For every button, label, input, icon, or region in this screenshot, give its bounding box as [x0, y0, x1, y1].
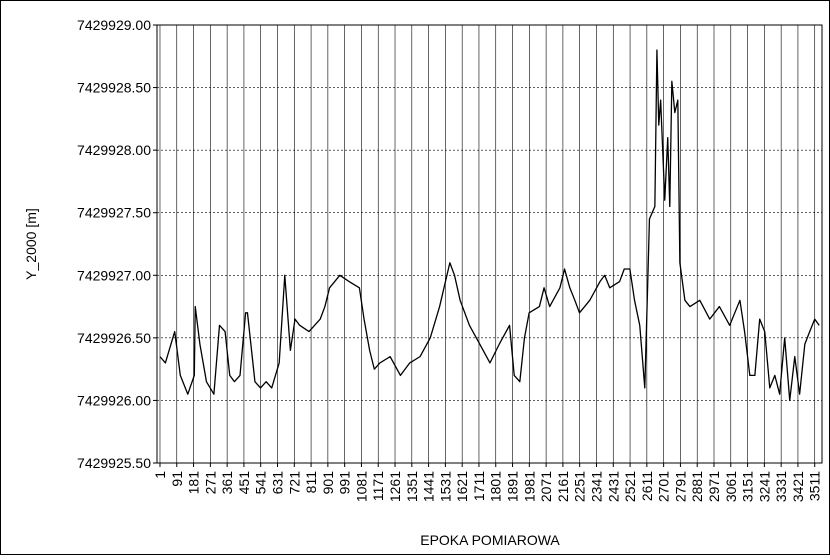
x-tick-label: 901	[320, 471, 336, 495]
x-tick-label: 2071	[538, 471, 554, 502]
x-tick-label: 2521	[622, 471, 638, 502]
y-tick-label: 7429927.50	[77, 205, 151, 221]
x-tick-label: 91	[169, 471, 185, 487]
x-tick-label: 3421	[790, 471, 806, 502]
x-tick-label: 2161	[555, 471, 571, 502]
y-tick-label: 7429928.00	[77, 142, 151, 158]
x-tick-label: 1261	[387, 471, 403, 502]
x-tick-label: 1981	[521, 471, 537, 502]
data-line	[159, 49, 820, 402]
x-tick-label: 2791	[672, 471, 688, 502]
y-tick-label: 7429928.50	[77, 80, 151, 96]
x-tick-label: 1171	[370, 471, 386, 501]
x-tick-label: 2251	[572, 471, 588, 502]
x-tick-label: 1621	[454, 471, 470, 502]
x-tick-label: 1441	[421, 471, 437, 502]
y-tick-label: 7429929.00	[77, 17, 151, 33]
x-tick-label: 1801	[488, 471, 504, 502]
x-tick-label: 1081	[353, 471, 369, 502]
x-tick-label: 1531	[437, 471, 453, 502]
x-tick-label: 3511	[807, 471, 823, 501]
y-tick-label: 7429926.50	[77, 330, 151, 346]
x-tick-label: 3151	[740, 471, 756, 502]
x-tick-label: 541	[253, 471, 269, 495]
x-tick-label: 1351	[404, 471, 420, 502]
x-tick-label: 2881	[689, 471, 705, 502]
x-tick-label: 451	[236, 471, 252, 495]
plot-border	[156, 24, 823, 464]
x-tick-label: 721	[286, 471, 302, 495]
y-tick-label: 7429927.00	[77, 267, 151, 283]
x-tick-label: 1711	[471, 471, 487, 501]
x-tick-label: 3241	[756, 471, 772, 502]
x-tick-label: 631	[270, 471, 286, 495]
x-tick-label: 361	[219, 471, 235, 495]
x-tick-label: 2611	[639, 471, 655, 501]
y-tick-label: 7429925.50	[77, 455, 151, 471]
x-tick-label: 3331	[773, 471, 789, 502]
x-tick-label: 2341	[588, 471, 604, 502]
x-tick-label: 181	[186, 471, 202, 495]
x-tick-label: 2971	[706, 471, 722, 502]
x-tick-label: 3061	[723, 471, 739, 502]
x-tick-label: 811	[303, 471, 319, 494]
x-axis-label: EPOKA POMIAROWA	[420, 532, 560, 548]
x-tick-label: 271	[202, 471, 218, 495]
x-tick-label: 991	[337, 471, 353, 495]
x-tick-label: 2431	[605, 471, 621, 502]
x-tick-label: 1891	[505, 471, 521, 502]
x-tick-label: 2701	[656, 471, 672, 502]
y-tick-label: 7429926.00	[77, 392, 151, 408]
y-axis-label: Y_2000 [m]	[23, 208, 39, 280]
x-tick-label: 1	[152, 471, 168, 479]
